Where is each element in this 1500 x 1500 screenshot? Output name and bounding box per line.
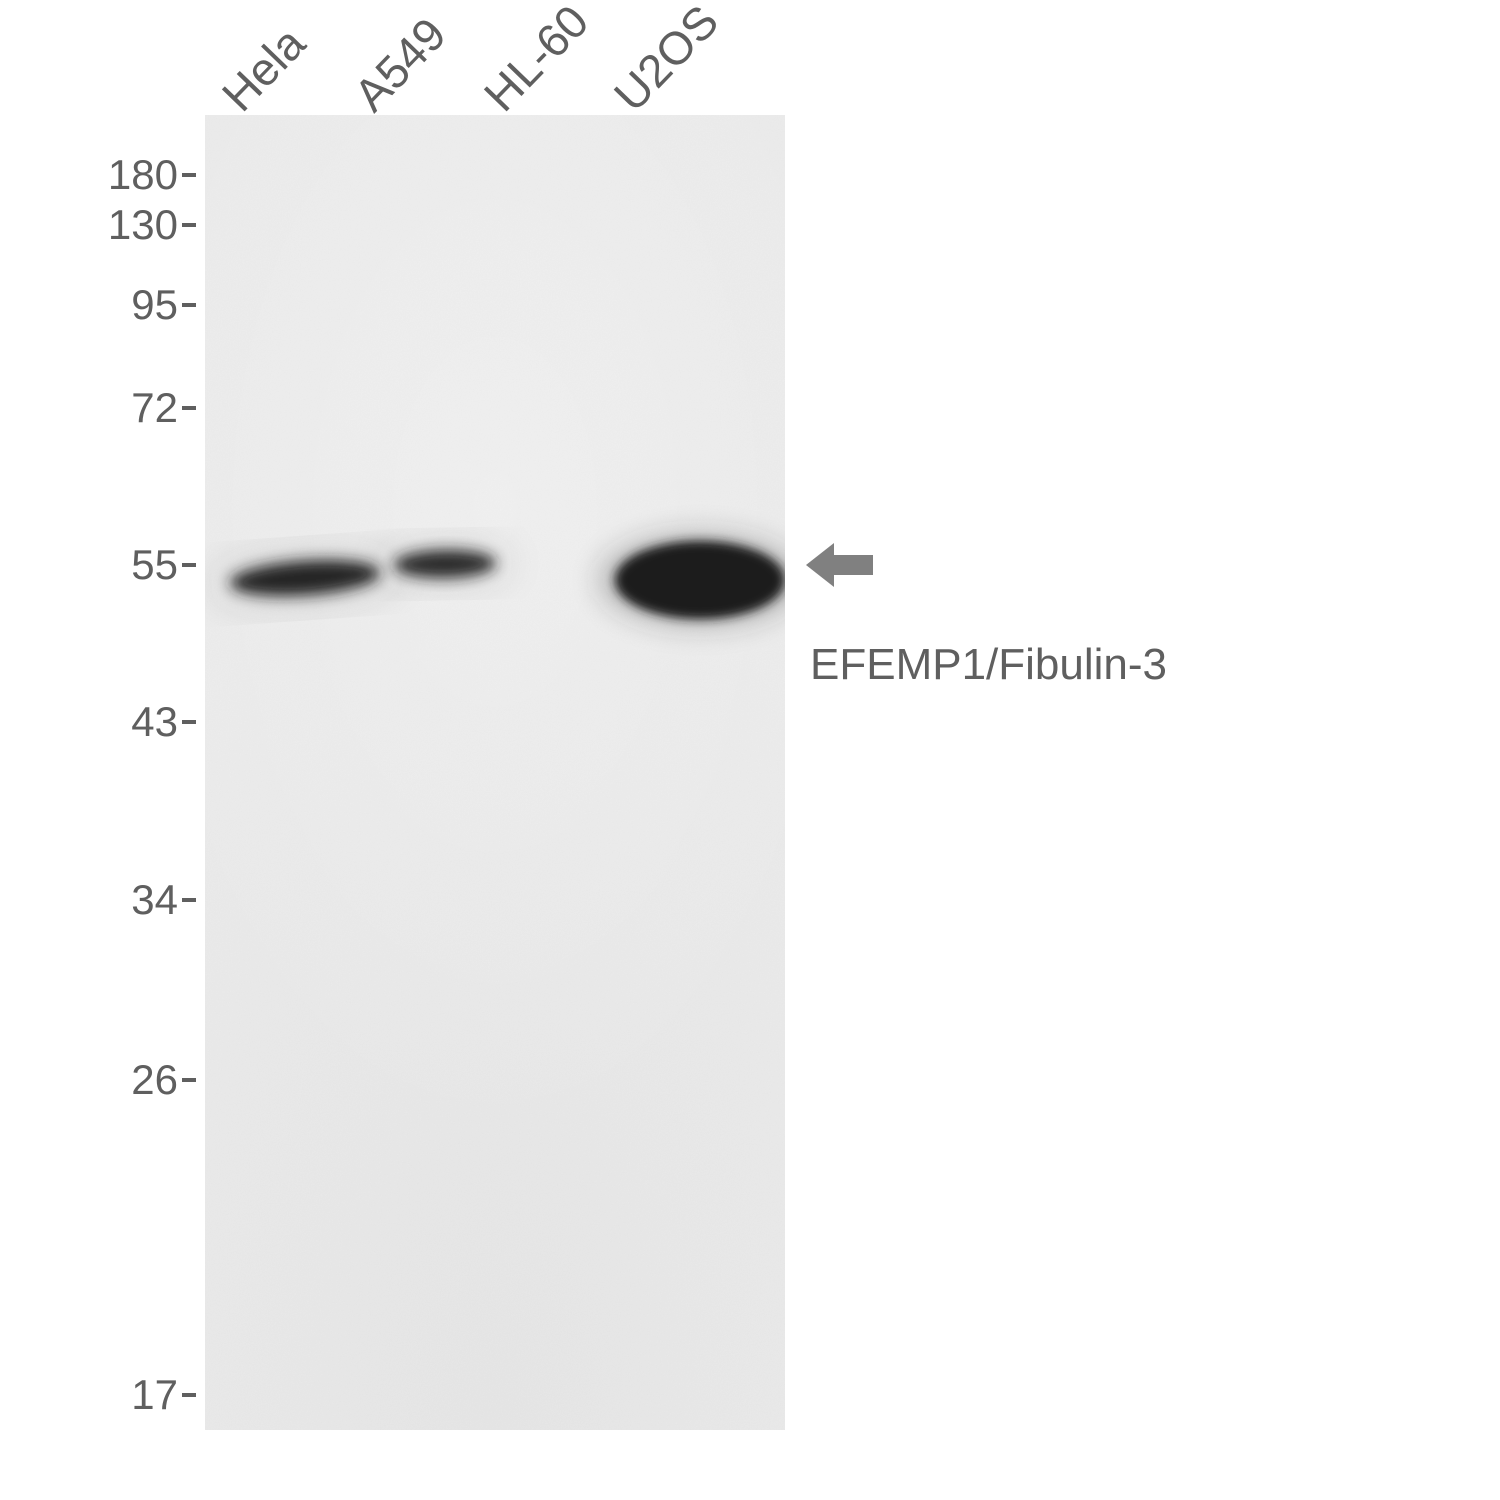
figure-stage: EFEMP1/Fibulin-3 180130 95 72 55 43 34 26 17 Hel… (0, 0, 1500, 1500)
western-blot-membrane (205, 115, 785, 1430)
membrane-grain (205, 115, 785, 1430)
arrow-shaft (833, 555, 873, 575)
mw-marker-43: 43 (131, 698, 178, 746)
lane-label-A549: A549 (343, 7, 456, 122)
target-protein-label: EFEMP1/Fibulin-3 (810, 640, 1167, 690)
mw-marker-95: 95 (131, 281, 178, 329)
mw-marker-26: 26 (131, 1056, 178, 1104)
arrow-head-icon (806, 543, 834, 587)
lane-label-U2OS: U2OS (603, 0, 729, 122)
band-U2OS (615, 541, 785, 619)
lane-label-HL-60: HL-60 (473, 0, 599, 122)
mw-tick-17 (182, 1393, 196, 1397)
lane-label-Hela: Hela (211, 16, 316, 122)
mw-marker-17: 17 (131, 1371, 178, 1419)
mw-marker-34: 34 (131, 876, 178, 924)
mw-marker-130: 130 (108, 201, 178, 249)
mw-tick-95 (182, 303, 196, 307)
mw-tick-26 (182, 1078, 196, 1082)
mw-tick-72 (182, 406, 196, 410)
mw-tick-55 (182, 563, 196, 567)
mw-tick-180 (182, 173, 196, 177)
blot-svg (205, 115, 785, 1430)
mw-tick-130 (182, 223, 196, 227)
mw-tick-43 (182, 720, 196, 724)
mw-tick-34 (182, 898, 196, 902)
mw-marker-55: 55 (131, 541, 178, 589)
mw-marker-72: 72 (131, 384, 178, 432)
mw-marker-180: 180 (108, 151, 178, 199)
target-arrow-icon (804, 540, 878, 590)
